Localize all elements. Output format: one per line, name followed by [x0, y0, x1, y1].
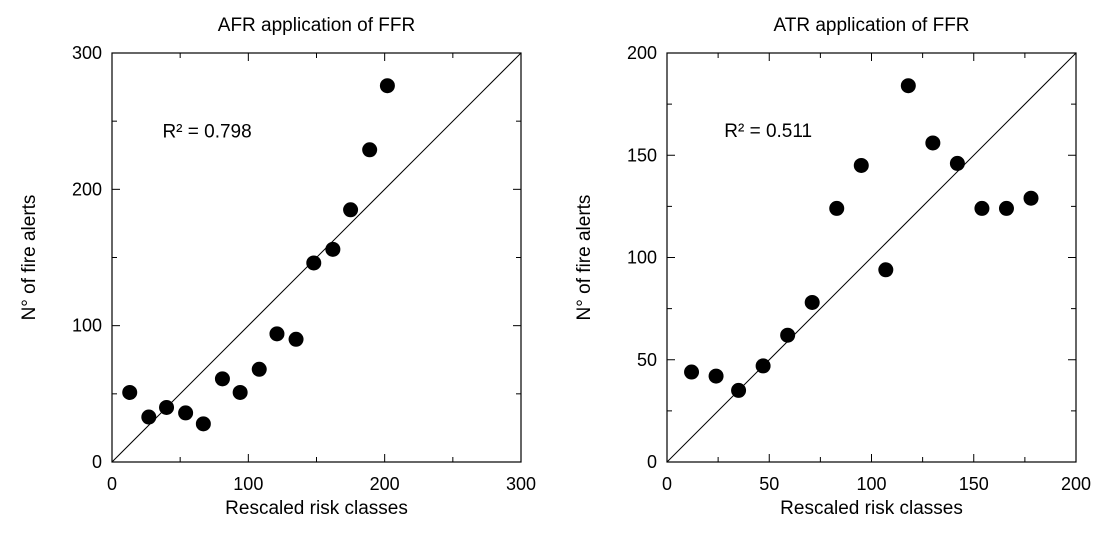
y-axis-label: N° of fire alerts	[574, 195, 595, 321]
data-point	[343, 202, 359, 218]
data-point	[1023, 190, 1039, 206]
x-tick-label: 150	[959, 474, 989, 494]
data-point	[362, 142, 378, 158]
data-point	[755, 358, 771, 374]
x-tick-label: 0	[107, 474, 117, 494]
x-tick-label: 200	[1061, 474, 1091, 494]
y-tick-label: 200	[72, 179, 102, 199]
data-point	[949, 155, 965, 171]
x-tick-label: 100	[233, 474, 263, 494]
reference-line	[666, 52, 1077, 463]
y-tick-label: 150	[627, 145, 657, 165]
data-point	[998, 200, 1014, 216]
x-tick-label: 100	[856, 474, 886, 494]
x-axis-label: Rescaled risk classes	[780, 498, 963, 519]
data-point	[214, 371, 230, 387]
data-point	[804, 294, 820, 310]
data-point	[878, 262, 894, 278]
data-point	[925, 135, 941, 151]
y-tick-label: 0	[92, 452, 102, 472]
data-point	[780, 327, 796, 343]
data-point	[900, 78, 916, 94]
r-squared-annotation: R² = 0.798	[162, 122, 251, 143]
r-squared-annotation: R² = 0.511	[724, 121, 812, 142]
y-tick-label: 0	[647, 452, 657, 472]
chart-atr: 0 50 100 150 200 0 50 100 150 200 R² = 0.511 ATR ap…	[574, 15, 1091, 519]
data-point	[159, 399, 175, 415]
y-tick-label: 50	[637, 350, 657, 370]
y-tick-label: 300	[72, 43, 102, 63]
data-point	[708, 368, 724, 384]
y-tick-label: 100	[72, 316, 102, 336]
data-point	[251, 361, 267, 377]
x-axis-label: Rescaled risk classes	[225, 498, 408, 519]
data-point	[269, 326, 285, 342]
chart-title: ATR application of FFR	[773, 15, 969, 36]
chart-afr: 0 100 200 300 0 100 200 300 R² = 0.798 AFR applic…	[19, 15, 536, 519]
data-point	[288, 331, 304, 347]
data-point	[684, 364, 700, 380]
data-point	[232, 384, 248, 400]
data-point	[178, 405, 194, 421]
data-point	[974, 200, 990, 216]
y-axis-label: N° of fire alerts	[19, 195, 40, 321]
x-tick-label: 300	[506, 474, 536, 494]
data-point	[325, 241, 341, 257]
x-tick-label: 200	[370, 474, 400, 494]
chart-title: AFR application of FFR	[218, 15, 415, 36]
data-point	[379, 78, 395, 94]
y-tick-label: 200	[627, 43, 657, 63]
x-tick-label: 50	[759, 474, 779, 494]
data-point	[731, 382, 747, 398]
data-point	[829, 200, 845, 216]
data-point	[141, 409, 157, 425]
data-point	[122, 384, 138, 400]
y-tick-label: 100	[627, 248, 657, 268]
x-tick-label: 0	[662, 474, 672, 494]
data-point	[195, 416, 211, 432]
data-point	[306, 255, 322, 271]
data-point	[853, 157, 869, 173]
